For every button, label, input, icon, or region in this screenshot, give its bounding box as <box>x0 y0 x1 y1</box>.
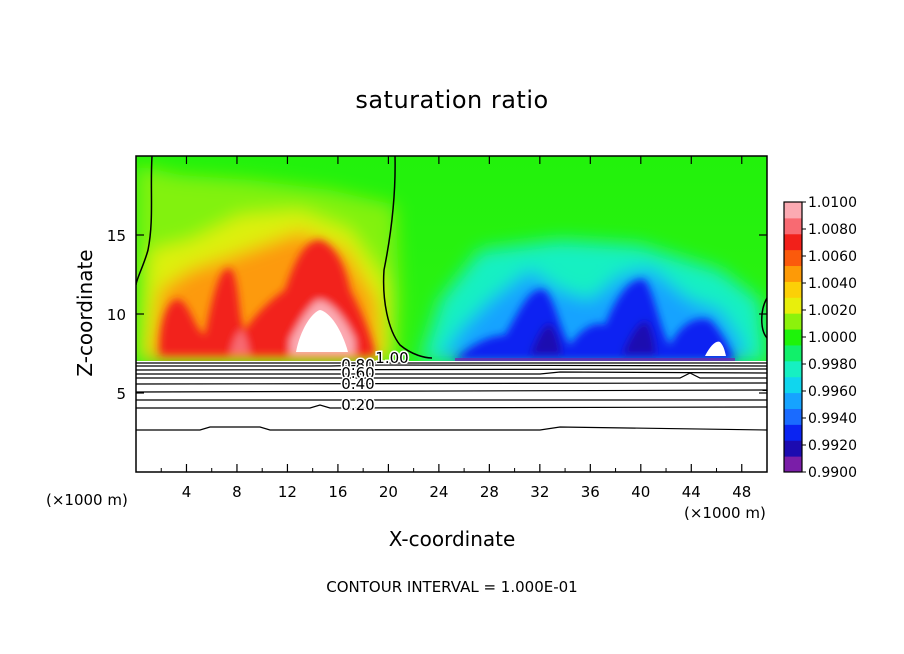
x-tick-label: 4 <box>182 483 192 501</box>
colorbar-label: 1.0100 <box>808 195 857 211</box>
colorbar-label: 0.9960 <box>808 384 857 400</box>
colorbar-swatch <box>784 344 802 362</box>
contour-label: 0.40 <box>341 375 374 393</box>
x-tick-label: 36 <box>581 483 600 501</box>
contour-label: 0.60 <box>341 364 374 382</box>
x-tick-label: 32 <box>530 483 549 501</box>
colorbar-swatch <box>784 408 802 425</box>
x-tick-label: 20 <box>379 483 398 501</box>
y-axis-label: Z-coordinate <box>73 249 97 377</box>
colorbar-swatch <box>784 424 802 441</box>
colorbar-swatch <box>784 392 802 409</box>
colorbar-swatch <box>784 217 802 235</box>
colorbar-label: 0.9920 <box>808 438 857 454</box>
colorbar-swatch <box>784 265 802 282</box>
colorbar-swatch <box>784 440 802 457</box>
x-unit-left: (×1000 m) <box>46 491 128 509</box>
colorbar-swatch <box>784 233 802 251</box>
y-tick-label: 15 <box>107 227 126 245</box>
contour-label: 0.20 <box>341 396 374 414</box>
colorbar-swatch <box>784 360 802 378</box>
colorbar-swatch <box>784 281 802 298</box>
x-tick-label: 12 <box>278 483 297 501</box>
colorbar-swatch <box>784 376 802 394</box>
colorbar-label: 1.0020 <box>808 303 857 319</box>
colorbar-label: 0.9940 <box>808 411 857 427</box>
y-tick-label: 5 <box>116 385 126 403</box>
x-tick-label: 28 <box>480 483 499 501</box>
x-tick-label: 40 <box>631 483 650 501</box>
colorbar-label: 1.0000 <box>808 330 857 346</box>
colorbar-label: 1.0040 <box>808 276 857 292</box>
x-tick-label: 16 <box>328 483 347 501</box>
colorbar-swatch <box>784 202 802 219</box>
colorbar-swatch <box>784 297 802 314</box>
colorbar-label: 1.0060 <box>808 249 857 265</box>
colorbar-label: 0.9980 <box>808 357 857 373</box>
x-tick-label: 48 <box>732 483 751 501</box>
y-tick-label: 10 <box>107 306 126 324</box>
colorbar-swatch <box>784 329 802 346</box>
contour-lines <box>135 362 768 431</box>
contour-label: 0.80 <box>341 356 374 374</box>
saturation-field <box>136 156 767 472</box>
x-tick-label: 44 <box>682 483 701 501</box>
colorbar-swatch <box>784 313 802 330</box>
colorbar-swatch <box>784 456 802 473</box>
colorbar-swatch <box>784 249 802 267</box>
x-tick-label: 8 <box>232 483 242 501</box>
colorbar-label: 0.9900 <box>808 465 857 481</box>
contour-interval-note: CONTOUR INTERVAL = 1.000E-01 <box>326 578 578 596</box>
x-unit-right: (×1000 m) <box>684 504 766 522</box>
x-tick-label: 24 <box>429 483 448 501</box>
x-axis-label: X-coordinate <box>388 527 516 551</box>
contour-label: 1.00 <box>375 349 408 367</box>
chart-title: saturation ratio <box>355 86 549 114</box>
colorbar-label: 1.0080 <box>808 222 857 238</box>
